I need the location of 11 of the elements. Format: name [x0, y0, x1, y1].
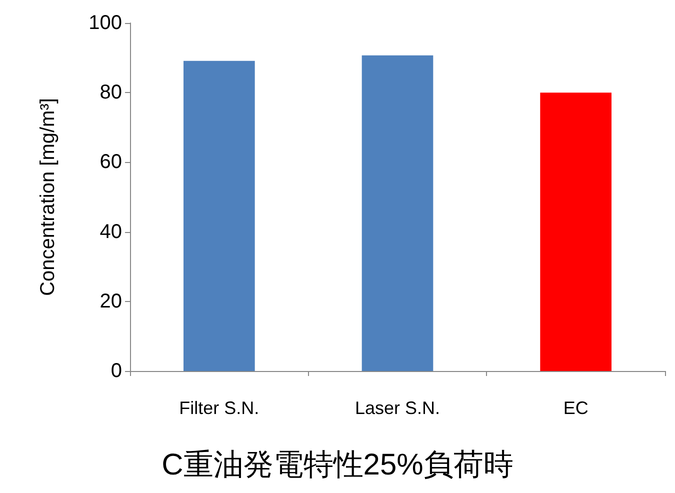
y-tick-label: 0 [110, 360, 122, 382]
y-tick-label: 80 [100, 82, 122, 104]
y-tick-label: 60 [100, 151, 122, 174]
y-axis-title: Concentration [mg/m³] [37, 98, 59, 296]
text: C重油発電特性25%負荷時 [162, 448, 514, 482]
y-tick-label: 20 [100, 290, 122, 312]
x-tick-label: EC [563, 398, 588, 418]
x-tick-label: Filter S.N. [179, 398, 260, 418]
y-tick-label: 40 [100, 220, 122, 243]
x-tick-label: Laser S.N. [354, 398, 440, 418]
y-tick-label: 100 [88, 12, 122, 34]
